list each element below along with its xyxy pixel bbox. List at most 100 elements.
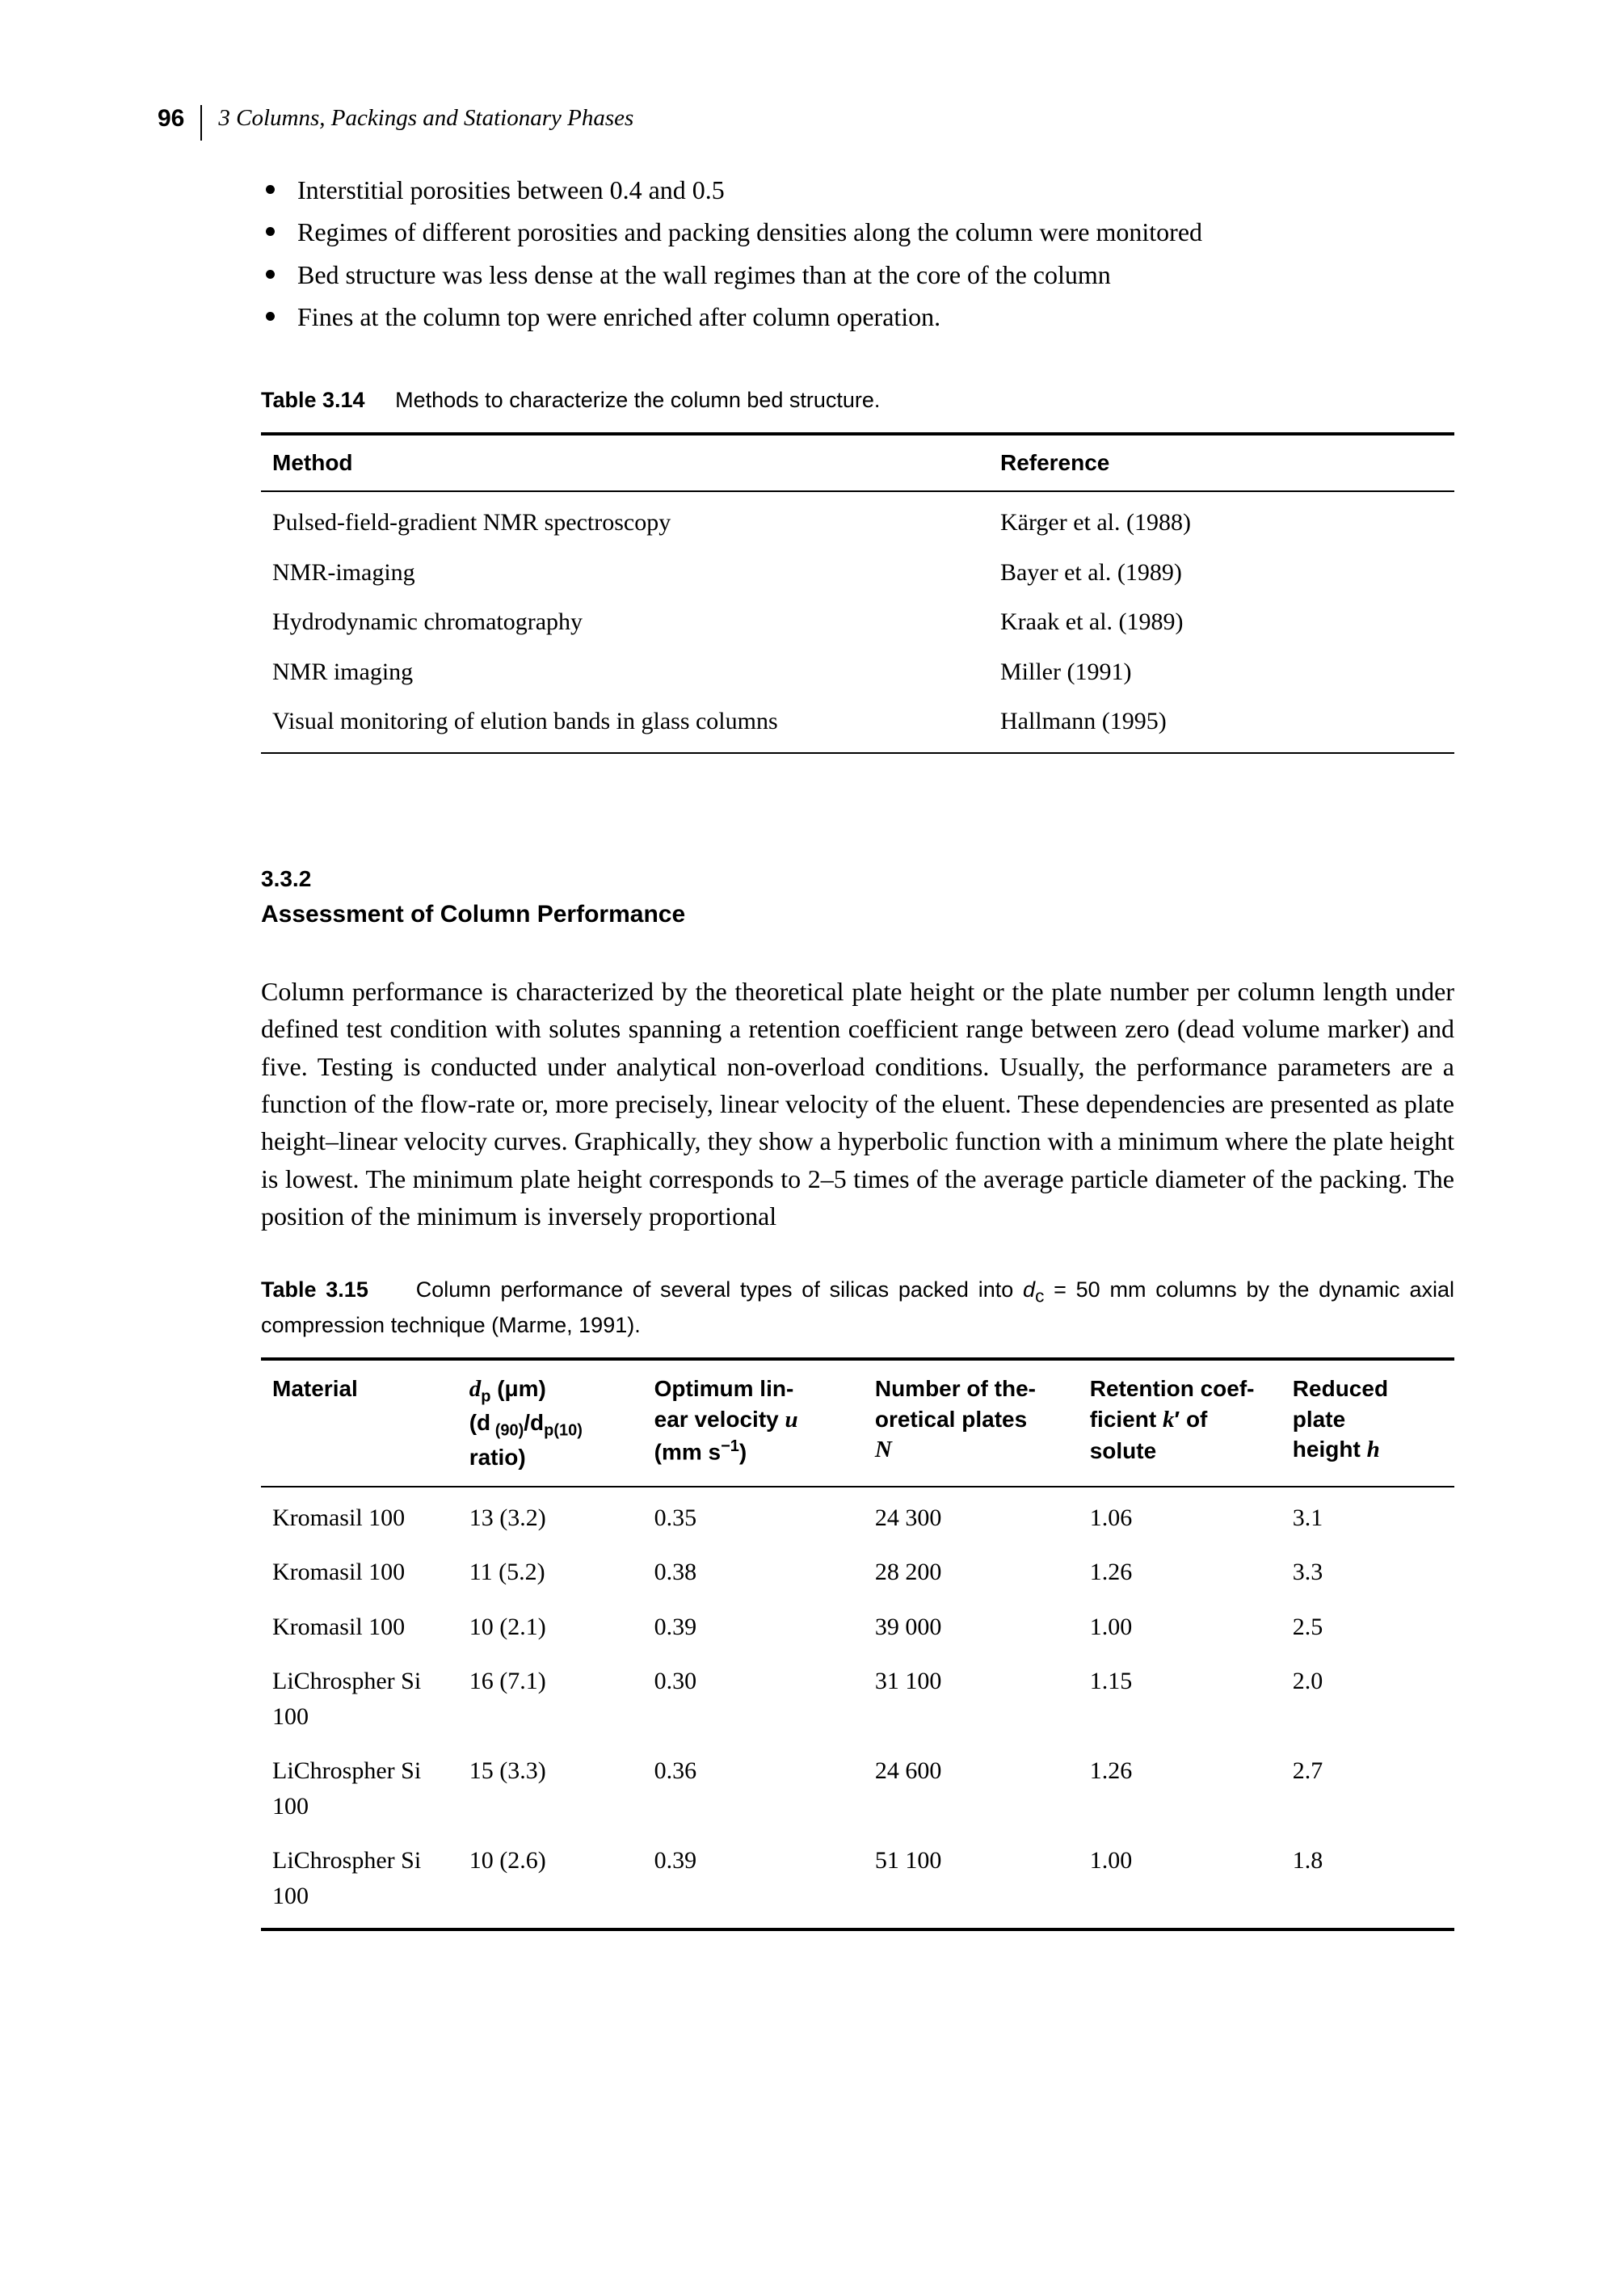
th-symbol: k	[1163, 1407, 1175, 1433]
td-k: 1.15	[1079, 1654, 1281, 1744]
td-reference: Kärger et al. (1988)	[989, 491, 1454, 548]
td-reference: Miller (1991)	[989, 647, 1454, 697]
td-method: Hydrodynamic chromatography	[261, 597, 989, 647]
td-dp: 10 (2.6)	[458, 1833, 643, 1929]
table-row: Kromasil 100 10 (2.1) 0.39 39 000 1.00 2…	[261, 1600, 1454, 1655]
td-h: 3.3	[1281, 1545, 1454, 1600]
td-dp: 11 (5.2)	[458, 1545, 643, 1600]
th-text: Optimum lin-	[654, 1376, 794, 1401]
bullet-item: Fines at the column top were enriched af…	[261, 298, 1454, 335]
td-h: 1.8	[1281, 1833, 1454, 1929]
td-u: 0.36	[643, 1744, 864, 1833]
header-divider	[200, 105, 202, 141]
section-number: 3.3.2	[261, 863, 1454, 896]
td-reference: Hallmann (1995)	[989, 696, 1454, 753]
th-text: ratio)	[469, 1445, 526, 1470]
td-reference: Kraak et al. (1989)	[989, 597, 1454, 647]
td-dp: 10 (2.1)	[458, 1600, 643, 1655]
th-text: height	[1293, 1437, 1367, 1462]
td-h: 2.5	[1281, 1600, 1454, 1655]
table-row: LiChrospher Si 100 10 (2.6) 0.39 51 100 …	[261, 1833, 1454, 1929]
th-text: /d	[524, 1410, 544, 1435]
caption-label: Table 3.15	[261, 1277, 368, 1302]
td-method: Pulsed-field-gradient NMR spectroscopy	[261, 491, 989, 548]
table-row: Kromasil 100 11 (5.2) 0.38 28 200 1.26 3…	[261, 1545, 1454, 1600]
table-row: NMR-imaging Bayer et al. (1989)	[261, 548, 1454, 598]
running-header: 96 3 Columns, Packings and Stationary Ph…	[158, 105, 1454, 141]
caption-symbol-d: d	[1023, 1277, 1035, 1302]
td-n: 31 100	[864, 1654, 1079, 1744]
td-k: 1.00	[1079, 1833, 1281, 1929]
bullet-item: Bed structure was less dense at the wall…	[261, 256, 1454, 293]
td-n: 24 600	[864, 1744, 1079, 1833]
td-material: LiChrospher Si 100	[261, 1654, 458, 1744]
th-text: Retention coef-	[1090, 1376, 1255, 1401]
td-h: 2.7	[1281, 1744, 1454, 1833]
th-plates: Number of the- oretical plates N	[864, 1359, 1079, 1487]
td-u: 0.39	[643, 1600, 864, 1655]
section-title: Assessment of Column Performance	[261, 897, 1454, 932]
th-text: solute	[1090, 1438, 1156, 1463]
th-sup: −1	[721, 1437, 739, 1455]
td-h: 2.0	[1281, 1654, 1454, 1744]
td-h: 3.1	[1281, 1487, 1454, 1546]
caption-subscript-c: c	[1035, 1285, 1044, 1306]
td-material: Kromasil 100	[261, 1600, 458, 1655]
th-material: Material	[261, 1359, 458, 1487]
table-row: Visual monitoring of elution bands in gl…	[261, 696, 1454, 753]
bullet-item: Regimes of different porosities and pack…	[261, 213, 1454, 250]
th-symbol: N	[875, 1437, 892, 1462]
table-row: LiChrospher Si 100 15 (3.3) 0.36 24 600 …	[261, 1744, 1454, 1833]
td-k: 1.06	[1079, 1487, 1281, 1546]
th-text: of	[1180, 1407, 1207, 1432]
th-text: Reduced plate	[1293, 1376, 1388, 1432]
td-material: LiChrospher Si 100	[261, 1744, 458, 1833]
th-reference: Reference	[989, 434, 1454, 492]
table-row: Pulsed-field-gradient NMR spectroscopy K…	[261, 491, 1454, 548]
td-reference: Bayer et al. (1989)	[989, 548, 1454, 598]
td-u: 0.38	[643, 1545, 864, 1600]
td-n: 51 100	[864, 1833, 1079, 1929]
caption-text: Methods to characterize the column bed s…	[395, 388, 880, 412]
td-u: 0.39	[643, 1833, 864, 1929]
th-method: Method	[261, 434, 989, 492]
td-method: NMR imaging	[261, 647, 989, 697]
th-text: ficient	[1090, 1407, 1163, 1432]
td-k: 1.26	[1079, 1744, 1281, 1833]
td-method: NMR-imaging	[261, 548, 989, 598]
th-text: (d	[469, 1410, 490, 1435]
th-symbol: d	[469, 1376, 482, 1402]
table-3-14: Method Reference Pulsed-field-gradient N…	[261, 432, 1454, 754]
th-text: ear velocity	[654, 1407, 785, 1432]
th-dp: dp (μm) (d (90)/dp(10) ratio)	[458, 1359, 643, 1487]
table-row: NMR imaging Miller (1991)	[261, 647, 1454, 697]
th-text: Material	[272, 1376, 358, 1401]
th-text: )	[739, 1439, 747, 1464]
td-u: 0.30	[643, 1654, 864, 1744]
td-n: 39 000	[864, 1600, 1079, 1655]
table-row: Hydrodynamic chromatography Kraak et al.…	[261, 597, 1454, 647]
page-content: Interstitial porosities between 0.4 and …	[158, 171, 1454, 1931]
td-dp: 16 (7.1)	[458, 1654, 643, 1744]
table-3-15-caption: Table 3.15 Column performance of several…	[261, 1274, 1454, 1341]
table-row: Kromasil 100 13 (3.2) 0.35 24 300 1.06 3…	[261, 1487, 1454, 1546]
td-k: 1.26	[1079, 1545, 1281, 1600]
td-material: Kromasil 100	[261, 1545, 458, 1600]
th-sub: p(10)	[544, 1422, 583, 1440]
section-body: Column performance is characterized by t…	[261, 973, 1454, 1235]
td-material: LiChrospher Si 100	[261, 1833, 458, 1929]
caption-label: Table 3.14	[261, 388, 365, 412]
td-n: 24 300	[864, 1487, 1079, 1546]
th-sub: (90)	[490, 1422, 524, 1440]
td-n: 28 200	[864, 1545, 1079, 1600]
td-k: 1.00	[1079, 1600, 1281, 1655]
bullet-item: Interstitial porosities between 0.4 and …	[261, 171, 1454, 208]
caption-text: Column performance of several types of s…	[416, 1277, 1023, 1302]
td-method: Visual monitoring of elution bands in gl…	[261, 696, 989, 753]
th-text: (mm s	[654, 1439, 721, 1464]
td-u: 0.35	[643, 1487, 864, 1546]
th-retention: Retention coef- ficient k′ of solute	[1079, 1359, 1281, 1487]
table-3-14-caption: Table 3.14 Methods to characterize the c…	[261, 385, 1454, 416]
th-text: Number of the-	[875, 1376, 1036, 1401]
th-text: oretical plates	[875, 1407, 1027, 1432]
